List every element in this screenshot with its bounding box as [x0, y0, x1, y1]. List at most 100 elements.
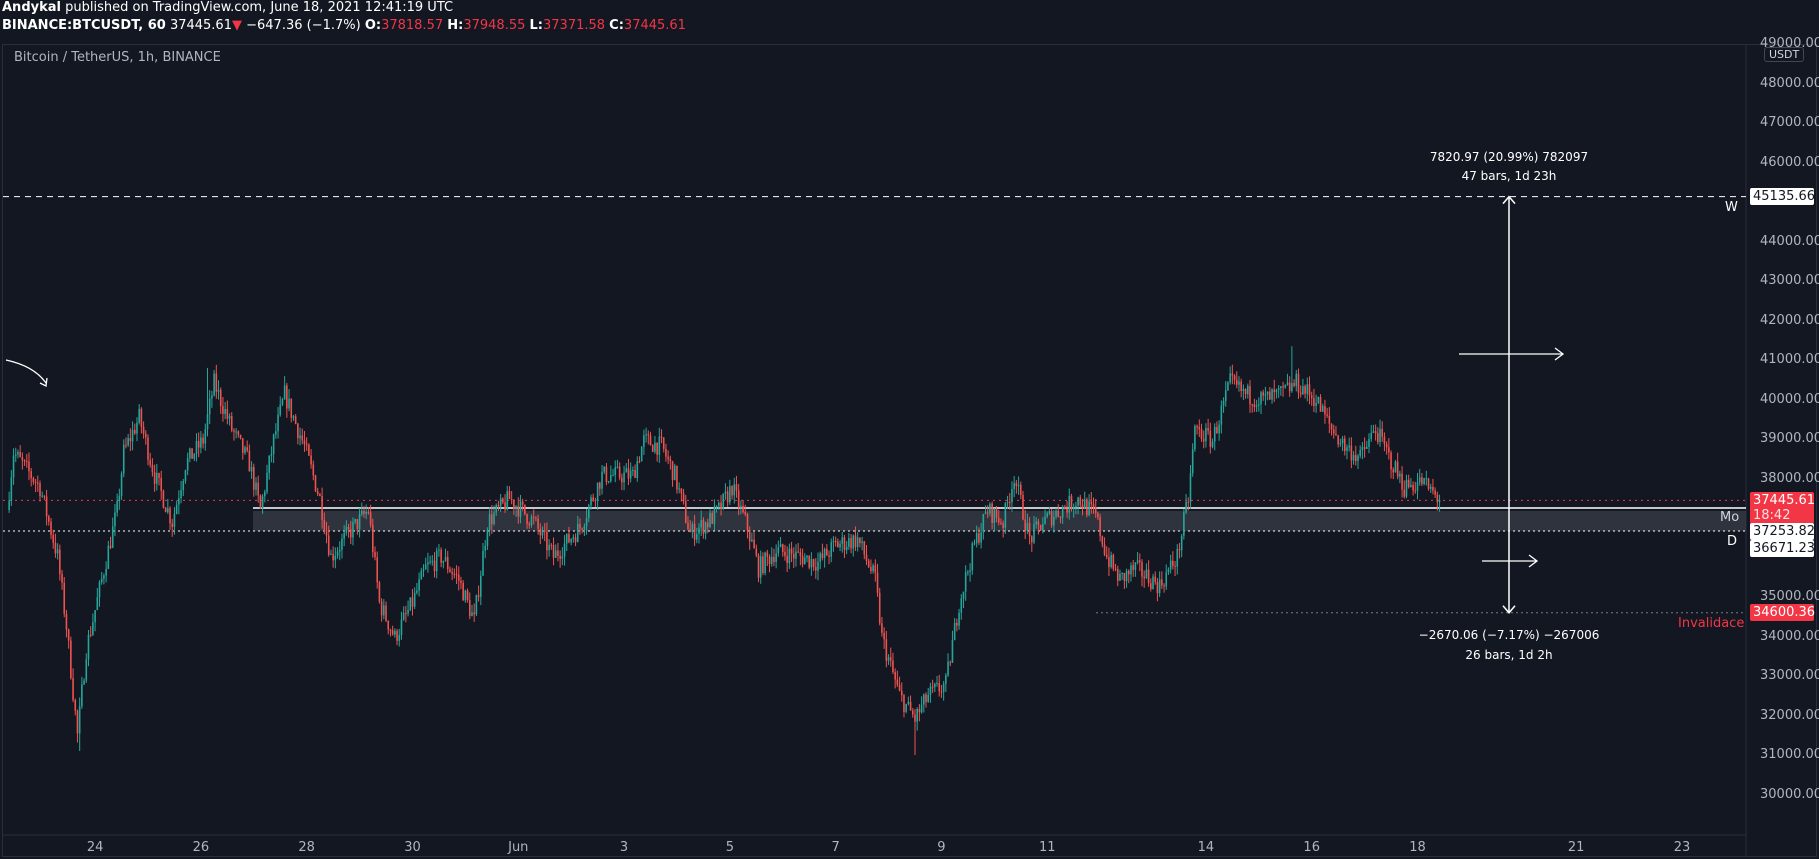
- candle-body: [1410, 484, 1412, 488]
- candle-body: [1407, 479, 1410, 488]
- candle-body: [347, 527, 350, 530]
- candle-body: [1198, 427, 1201, 430]
- candle-body: [762, 556, 764, 574]
- candle-body: [1196, 426, 1198, 428]
- close-label: C:: [609, 18, 624, 33]
- candle-body: [956, 622, 958, 626]
- candle-body: [237, 431, 240, 435]
- candle-body: [605, 466, 608, 482]
- candle-body: [184, 470, 187, 482]
- candle-body: [352, 521, 354, 538]
- candle-body: [931, 686, 934, 688]
- time-tick-label: 23: [1673, 840, 1691, 855]
- candle-body: [32, 478, 35, 482]
- candle-body: [563, 543, 566, 557]
- candle-body: [964, 572, 967, 592]
- candle-body: [834, 541, 837, 543]
- candle-body: [581, 528, 583, 530]
- candle-body: [12, 455, 15, 478]
- candle-body: [850, 538, 852, 549]
- candle-body: [865, 554, 868, 561]
- candle-body: [521, 501, 524, 505]
- mo-level-tag: 37253.82: [1750, 523, 1815, 540]
- candle-body: [1224, 390, 1227, 401]
- candle-body: [1046, 513, 1049, 517]
- candle-body: [449, 569, 451, 572]
- candle-body: [746, 514, 749, 530]
- candle-body: [277, 414, 279, 432]
- candle-body: [684, 501, 687, 523]
- candle-body: [513, 499, 515, 509]
- candle-body: [978, 533, 980, 543]
- candle-body: [475, 595, 478, 615]
- candle-body: [222, 406, 224, 414]
- candle-body: [484, 546, 487, 551]
- candle-body: [327, 535, 330, 555]
- candle-body: [1092, 504, 1095, 508]
- candle-body: [246, 447, 248, 451]
- candle-body: [464, 590, 467, 601]
- candle-body: [614, 467, 617, 476]
- candle-body: [649, 435, 652, 446]
- candle-body: [515, 506, 517, 509]
- candle-body: [786, 555, 788, 564]
- candle-body: [1401, 473, 1403, 490]
- candle-body: [129, 438, 132, 442]
- currency-button[interactable]: USDT: [1764, 47, 1805, 62]
- candle-body: [354, 519, 356, 522]
- candle-body: [687, 522, 689, 530]
- candle-body: [1432, 486, 1434, 491]
- candle-body: [1108, 557, 1110, 568]
- candle-body: [894, 672, 896, 680]
- candle-body: [665, 448, 667, 457]
- candle-body: [1145, 569, 1148, 579]
- candle-body: [180, 490, 182, 499]
- author[interactable]: Andykal: [2, 0, 61, 15]
- candle-body: [372, 524, 374, 553]
- candle-body: [973, 543, 976, 545]
- candle-body: [1434, 490, 1436, 495]
- candle-body: [457, 574, 460, 581]
- candle-body: [488, 514, 491, 531]
- candle-body: [986, 512, 989, 514]
- candle-body: [759, 556, 762, 578]
- candle-body: [319, 494, 321, 496]
- candle-body: [1324, 406, 1326, 415]
- candle-body: [136, 422, 138, 434]
- candle-body: [936, 682, 938, 684]
- candle-body: [213, 373, 215, 396]
- candle-body: [792, 553, 795, 559]
- candle-body: [1396, 461, 1399, 477]
- candle-body: [402, 613, 405, 620]
- candle-body: [52, 534, 55, 543]
- candle-body: [1260, 392, 1262, 405]
- candle-body: [817, 561, 819, 571]
- candle-body: [1044, 516, 1046, 525]
- candle-body: [669, 459, 672, 462]
- candle-body: [702, 519, 705, 534]
- candle-body: [411, 597, 414, 607]
- measure-down-value: −2670.06 (−7.17%) −267006: [1418, 628, 1600, 642]
- candle-body: [96, 597, 99, 611]
- candle-body: [530, 516, 533, 526]
- candle-body: [1319, 397, 1322, 412]
- candle-body: [323, 520, 326, 531]
- candle-body: [510, 499, 513, 501]
- candle-body: [281, 399, 284, 405]
- candle-body: [914, 714, 916, 722]
- candle-body: [610, 475, 612, 482]
- candle-body: [839, 543, 841, 548]
- candle-body: [290, 398, 293, 418]
- candle-body: [733, 484, 736, 496]
- candle-body: [374, 552, 376, 558]
- candle-body: [25, 460, 28, 462]
- candle-body: [255, 482, 257, 490]
- candle-body: [81, 684, 83, 707]
- candle-body: [120, 473, 123, 496]
- candle-body: [517, 506, 520, 517]
- candle-body: [310, 455, 312, 465]
- candle-body: [1262, 392, 1265, 396]
- chart-panel[interactable]: [2, 44, 1817, 857]
- candle-body: [30, 471, 32, 479]
